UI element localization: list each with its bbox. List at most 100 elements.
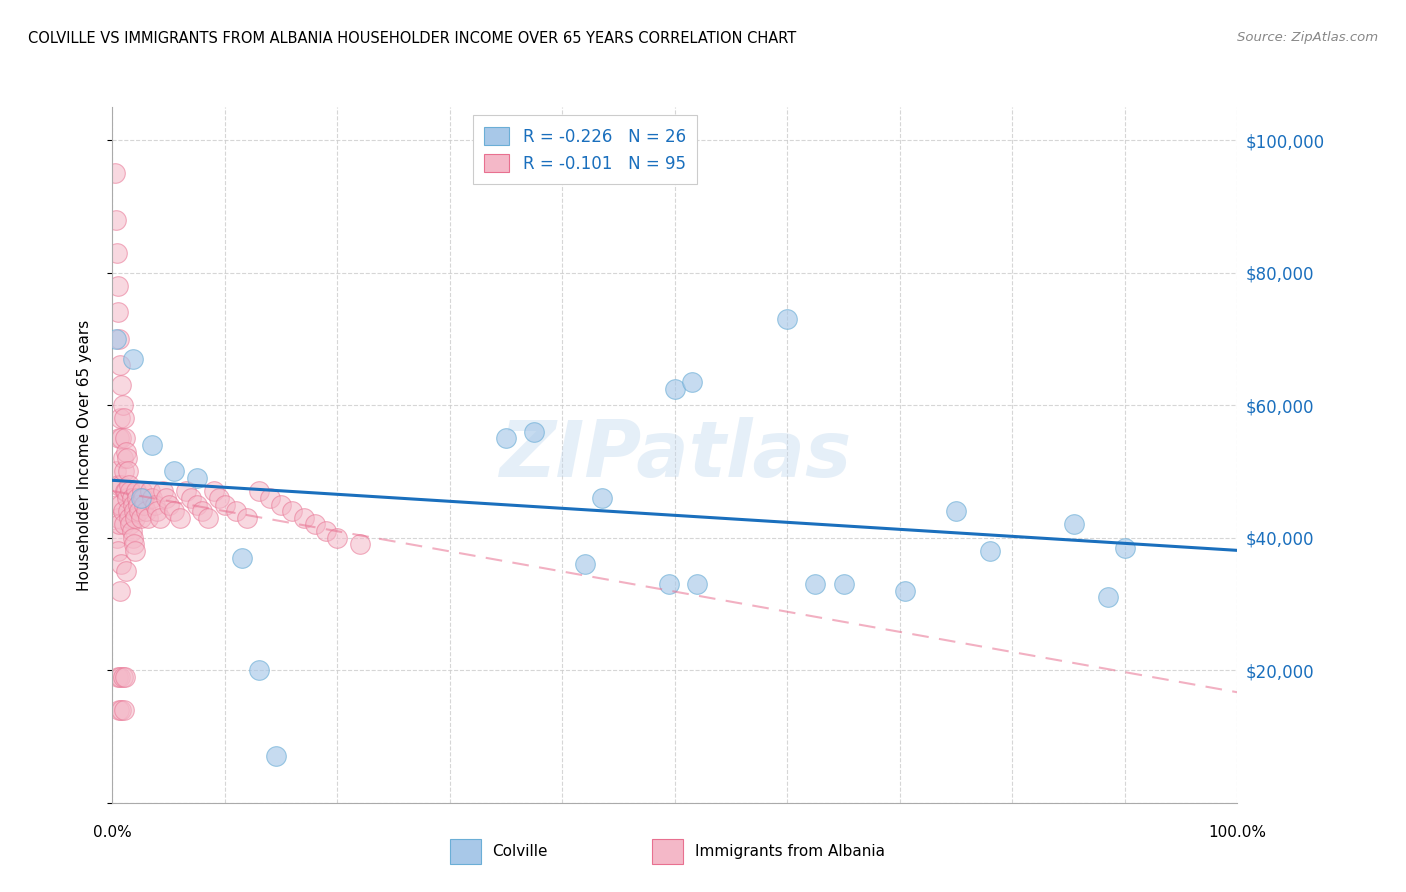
- Point: [110, 359, 132, 373]
- Point: [132, 498, 155, 512]
- Point: [152, 484, 174, 499]
- Text: COLVILLE VS IMMIGRANTS FROM ALBANIA HOUSEHOLDER INCOME OVER 65 YEARS CORRELATION: COLVILLE VS IMMIGRANTS FROM ALBANIA HOUS…: [28, 31, 796, 46]
- Point: [894, 583, 917, 598]
- Point: [107, 279, 129, 293]
- Point: [315, 524, 337, 538]
- Text: 100.0%: 100.0%: [1208, 825, 1267, 840]
- Point: [132, 491, 155, 505]
- Point: [110, 477, 132, 491]
- Point: [129, 511, 152, 525]
- Point: [591, 491, 613, 505]
- Point: [131, 484, 153, 499]
- Point: [115, 451, 138, 466]
- Point: [118, 477, 141, 491]
- Point: [120, 484, 142, 499]
- Point: [110, 411, 132, 425]
- Point: [292, 511, 315, 525]
- Point: [174, 484, 197, 499]
- Point: [247, 484, 270, 499]
- Point: [225, 504, 247, 518]
- Point: [114, 670, 136, 684]
- Point: [115, 564, 138, 578]
- Point: [108, 703, 131, 717]
- Point: [107, 477, 129, 491]
- Point: [115, 444, 138, 458]
- Point: [104, 465, 127, 479]
- Point: [125, 484, 148, 499]
- Point: [1063, 517, 1085, 532]
- Text: 0.0%: 0.0%: [93, 825, 132, 840]
- Point: [110, 498, 132, 512]
- Point: [208, 491, 231, 505]
- Text: ZIPatlas: ZIPatlas: [499, 417, 851, 493]
- Point: [107, 670, 129, 684]
- Point: [143, 498, 166, 512]
- Point: [127, 491, 149, 505]
- Legend: R = -0.226   N = 26, R = -0.101   N = 95: R = -0.226 N = 26, R = -0.101 N = 95: [472, 115, 697, 185]
- Point: [108, 431, 131, 445]
- Point: [105, 498, 128, 512]
- Point: [121, 491, 143, 505]
- Text: Colville: Colville: [492, 845, 547, 859]
- Point: [122, 537, 145, 551]
- Point: [108, 332, 131, 346]
- Point: [114, 431, 136, 445]
- Point: [121, 498, 143, 512]
- Point: [1114, 541, 1136, 555]
- Point: [146, 504, 169, 518]
- Point: [191, 504, 214, 518]
- Point: [117, 504, 139, 518]
- Point: [202, 484, 225, 499]
- Point: [124, 544, 146, 558]
- Point: [138, 484, 160, 499]
- Point: [349, 537, 371, 551]
- Point: [111, 670, 134, 684]
- Point: [127, 498, 149, 512]
- Point: [129, 491, 152, 505]
- Point: [523, 425, 546, 439]
- Point: [115, 484, 138, 499]
- Point: [107, 544, 129, 558]
- Point: [110, 378, 132, 392]
- Point: [979, 544, 1001, 558]
- Point: [149, 511, 172, 525]
- Point: [259, 491, 281, 505]
- Point: [180, 491, 202, 505]
- Point: [112, 411, 135, 425]
- Point: [945, 504, 967, 518]
- Point: [122, 504, 145, 518]
- Point: [141, 491, 163, 505]
- Point: [104, 212, 127, 227]
- Text: Source: ZipAtlas.com: Source: ZipAtlas.com: [1237, 31, 1378, 45]
- Y-axis label: Householder Income Over 65 years: Householder Income Over 65 years: [77, 319, 91, 591]
- Point: [104, 332, 127, 346]
- Point: [1097, 591, 1119, 605]
- Point: [121, 531, 143, 545]
- Point: [163, 504, 186, 518]
- Point: [231, 550, 253, 565]
- Point: [111, 398, 134, 412]
- Point: [304, 517, 326, 532]
- Point: [110, 670, 132, 684]
- Point: [105, 531, 128, 545]
- Text: Immigrants from Albania: Immigrants from Albania: [695, 845, 884, 859]
- Point: [111, 504, 134, 518]
- Point: [495, 431, 517, 445]
- Point: [247, 663, 270, 677]
- Point: [120, 517, 142, 532]
- Point: [110, 558, 132, 572]
- Point: [112, 703, 135, 717]
- Point: [270, 498, 292, 512]
- Point: [121, 524, 143, 538]
- Point: [281, 504, 304, 518]
- Point: [128, 504, 150, 518]
- Point: [111, 451, 134, 466]
- Point: [264, 749, 287, 764]
- Point: [135, 504, 157, 518]
- Point: [124, 511, 146, 525]
- Point: [186, 498, 208, 512]
- Point: [112, 517, 135, 532]
- Point: [664, 382, 686, 396]
- Point: [163, 465, 186, 479]
- Point: [804, 577, 827, 591]
